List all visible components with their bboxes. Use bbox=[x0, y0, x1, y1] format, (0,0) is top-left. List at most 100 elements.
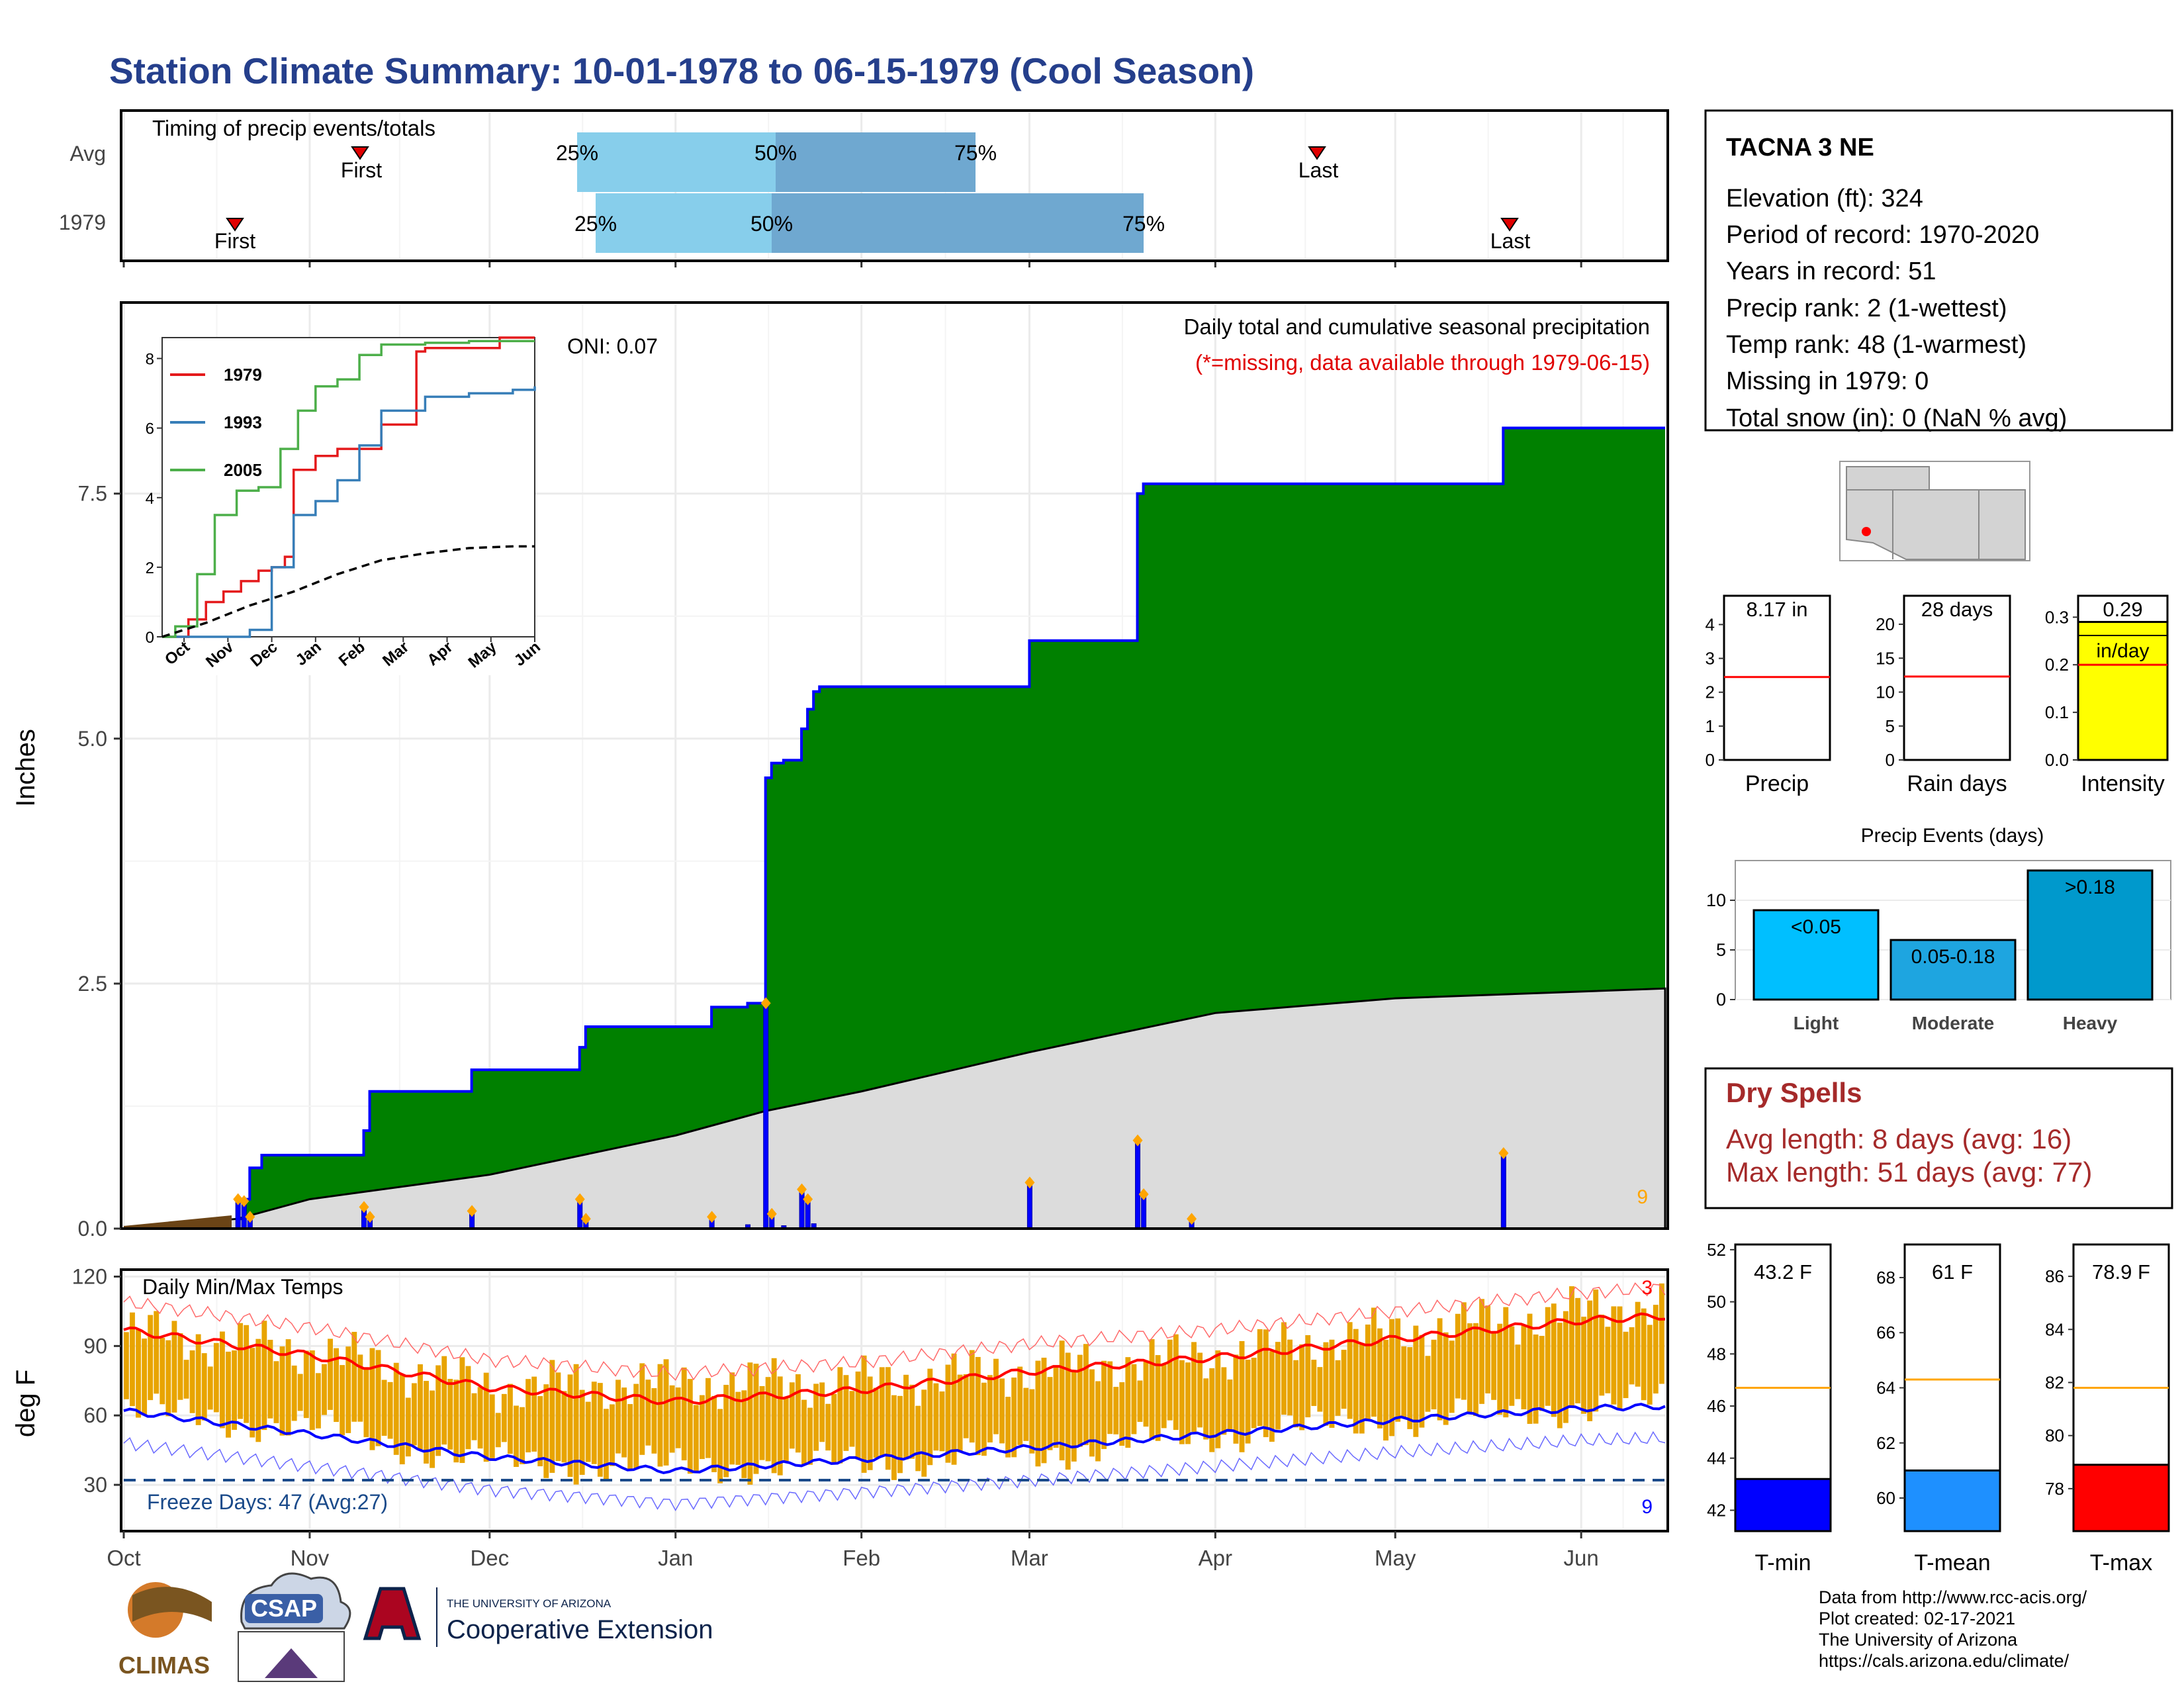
timing-1979-p50-label: 50% bbox=[751, 212, 793, 236]
daily-temp-bar bbox=[1401, 1346, 1407, 1419]
daily-temp-bar bbox=[831, 1393, 837, 1464]
daily-temp-bar bbox=[837, 1367, 843, 1464]
daily-temp-bar bbox=[1653, 1305, 1659, 1394]
daily-temp-bar bbox=[1245, 1360, 1251, 1444]
csap-frame bbox=[238, 1631, 345, 1682]
daily-temp-bar bbox=[1065, 1352, 1071, 1470]
summary-tick-label: 0.1 bbox=[2045, 702, 2069, 722]
summary-tick-label: 1 bbox=[1706, 716, 1715, 736]
daily-temp-bar bbox=[447, 1379, 453, 1450]
daily-temp-bar bbox=[1035, 1360, 1041, 1467]
timing-bars bbox=[577, 132, 1144, 253]
daily-temp-bar bbox=[136, 1329, 141, 1418]
daily-temp-bar bbox=[1107, 1361, 1113, 1434]
daily-temp-bar bbox=[1473, 1323, 1479, 1417]
temp-summary-bar bbox=[1903, 1469, 2001, 1532]
daily-temp-bar bbox=[531, 1376, 537, 1452]
daily-temp-bar bbox=[1317, 1367, 1323, 1412]
summary-value: 28 days bbox=[1921, 598, 1993, 621]
year-first-label: First bbox=[214, 229, 255, 253]
daily-temp-bar bbox=[543, 1384, 549, 1478]
daily-temp-bar bbox=[627, 1404, 633, 1470]
daily-temp-bar bbox=[1593, 1289, 1599, 1412]
daily-temp-bar bbox=[1083, 1344, 1089, 1446]
avg-last-label: Last bbox=[1298, 158, 1339, 182]
daily-temp-bar bbox=[1533, 1334, 1539, 1424]
daily-temp-bar bbox=[124, 1332, 129, 1399]
daily-temp-bar bbox=[148, 1315, 154, 1401]
daily-temp-bar bbox=[813, 1383, 819, 1451]
precip-header: Daily total and cumulative seasonal prec… bbox=[1184, 314, 1650, 339]
daily-temp-bar bbox=[1599, 1314, 1605, 1396]
summary-label: Intensity bbox=[2081, 771, 2165, 796]
daily-temp-bar bbox=[430, 1390, 435, 1468]
locator-map bbox=[1839, 461, 2030, 561]
daily-temp-bar bbox=[130, 1312, 135, 1407]
temp-summary-tick-label: 44 bbox=[1707, 1448, 1726, 1468]
daily-temp-bar bbox=[1239, 1340, 1245, 1452]
month-tick-label: Oct bbox=[107, 1546, 140, 1570]
daily-temp-bar bbox=[1575, 1297, 1580, 1403]
inset-series-line bbox=[161, 545, 535, 638]
ua-university-name: THE UNIVERSITY OF ARIZONA bbox=[447, 1597, 612, 1610]
daily-temp-bar bbox=[795, 1374, 801, 1453]
climas-wordmark: CLIMAS bbox=[118, 1652, 210, 1679]
daily-temp-bar bbox=[1551, 1303, 1557, 1417]
daily-temp-bar bbox=[1359, 1344, 1365, 1434]
temp-summary-label: T-mean bbox=[1914, 1550, 1990, 1575]
timing-1979-quartile-bar bbox=[772, 193, 1144, 253]
missing-note: (*=missing, data available through 1979-… bbox=[1195, 350, 1650, 375]
daily-temp-bar bbox=[1197, 1352, 1203, 1428]
summary-tick-label: 4 bbox=[1706, 614, 1715, 634]
daily-temp-bar bbox=[1419, 1335, 1425, 1428]
events-bar-label: <0.05 bbox=[1791, 916, 1841, 938]
events-tick-label: 0 bbox=[1716, 990, 1726, 1009]
daily-precip-marker-icon bbox=[1187, 1213, 1197, 1225]
daily-temp-bar bbox=[687, 1379, 693, 1474]
precip-y-tick-label: 7.5 bbox=[78, 482, 107, 506]
inset-y-tick-label: 8 bbox=[146, 351, 154, 369]
daily-temp-bar bbox=[597, 1383, 603, 1477]
daily-temp-bar bbox=[154, 1311, 159, 1394]
daily-temp-bar bbox=[1257, 1329, 1263, 1427]
daily-temp-bar bbox=[345, 1346, 351, 1433]
daily-temp-bar bbox=[465, 1366, 471, 1450]
station-line: Period of record: 1970-2020 bbox=[1726, 221, 2039, 249]
daily-temp-bar bbox=[861, 1355, 867, 1473]
temp-summary-tick-label: 50 bbox=[1707, 1292, 1726, 1312]
daily-temp-bar bbox=[291, 1365, 297, 1421]
daily-temp-bar bbox=[885, 1367, 891, 1470]
daily-temp-bar bbox=[453, 1380, 459, 1463]
daily-temp-bar bbox=[909, 1384, 915, 1459]
daily-temp-bar bbox=[1623, 1331, 1629, 1399]
daily-temp-bar bbox=[501, 1393, 507, 1442]
daily-precip-marker-icon bbox=[1132, 1134, 1143, 1147]
timing-avg-quartile-bar bbox=[776, 132, 976, 192]
daily-temp-bar bbox=[921, 1389, 927, 1477]
daily-temp-bar bbox=[1347, 1322, 1353, 1419]
summary-tick-label: 20 bbox=[1876, 614, 1895, 634]
daily-temp-bar bbox=[759, 1385, 765, 1460]
timing-frame bbox=[120, 109, 1669, 262]
dry-spells-title: Dry Spells bbox=[1726, 1077, 1862, 1108]
daily-temp-bar bbox=[495, 1413, 501, 1448]
logo-ua-extension: THE UNIVERSITY OF ARIZONA Cooperative Ex… bbox=[363, 1587, 713, 1647]
daily-temp-bar bbox=[1161, 1364, 1167, 1429]
daily-temp-bar bbox=[213, 1342, 219, 1413]
daily-temp-bar bbox=[1413, 1325, 1419, 1437]
temp-summary-tick-label: 78 bbox=[2045, 1479, 2064, 1499]
station-line: Temp rank: 48 (1-warmest) bbox=[1726, 331, 2026, 359]
daily-temp-bar bbox=[1515, 1344, 1521, 1399]
year-last-label: Last bbox=[1490, 229, 1531, 253]
daily-temp-bar bbox=[573, 1364, 579, 1485]
dry-spells-box: Dry Spells Avg length: 8 days (avg: 16) … bbox=[1704, 1067, 2173, 1209]
daily-temp-bar bbox=[1371, 1307, 1377, 1417]
avg-first-marker-icon bbox=[351, 146, 369, 160]
station-line: Precip rank: 2 (1-wettest) bbox=[1726, 295, 2007, 322]
daily-temp-bar bbox=[1659, 1283, 1664, 1384]
month-tick-label: Jan bbox=[658, 1546, 693, 1570]
map-state-borders bbox=[1846, 467, 1979, 559]
daily-temp-bar bbox=[351, 1331, 357, 1422]
